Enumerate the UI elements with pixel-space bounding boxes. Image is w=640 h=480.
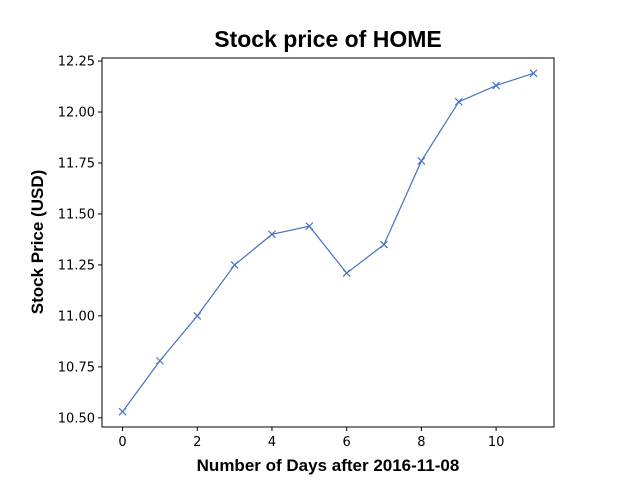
data-point-marker: [380, 240, 388, 249]
x-tick-label: 6: [343, 435, 351, 450]
x-axis-label: Number of Days after 2016-11-08: [197, 456, 460, 475]
x-tick-label: 10: [488, 435, 505, 450]
y-tick-label: 10.50: [58, 411, 95, 426]
y-tick-label: 11.25: [58, 258, 95, 273]
y-tick-label: 11.75: [58, 156, 95, 171]
y-tick-label: 12.00: [58, 106, 95, 121]
y-tick-label: 11.50: [58, 207, 95, 222]
data-point-marker: [118, 407, 127, 416]
y-tick-label: 10.75: [58, 360, 95, 375]
data-point-marker: [454, 97, 463, 106]
data-point-marker: [492, 81, 501, 90]
axis-ticks: 0 2 4 6 8 10 10.50 10.75 11.00 11.25 11.50 11.75 12.…: [58, 55, 505, 450]
data-point-marker: [268, 230, 276, 239]
x-tick-label: 2: [193, 435, 201, 450]
data-point-marker: [342, 269, 351, 278]
data-point-marker: [155, 356, 164, 365]
x-tick-label: 0: [118, 435, 126, 450]
x-tick-label: 4: [268, 435, 276, 450]
chart-title: Stock price of HOME: [214, 26, 441, 52]
y-axis-label: Stock Price (USD): [28, 170, 47, 315]
data-point-marker: [417, 157, 426, 165]
plot-frame: [101, 57, 555, 428]
data-point-marker: [193, 311, 202, 320]
data-point-marker: [230, 261, 239, 269]
data-point-marker: [305, 222, 314, 231]
y-tick-label: 12.25: [58, 55, 95, 70]
x-tick-label: 8: [417, 435, 425, 450]
series-line: [122, 72, 534, 413]
plot-series: [118, 69, 538, 416]
data-point-marker: [529, 69, 538, 78]
y-tick-label: 11.00: [58, 309, 95, 324]
